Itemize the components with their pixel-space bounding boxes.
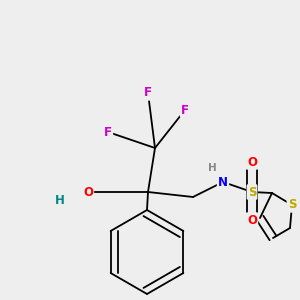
Text: S: S (288, 199, 296, 212)
Text: N: N (218, 176, 228, 188)
Text: O: O (247, 214, 257, 226)
Text: Hʹ: Hʹ (54, 195, 66, 205)
Text: O: O (83, 185, 93, 199)
Text: S: S (248, 185, 256, 199)
Text: F: F (181, 103, 189, 116)
Text: F: F (144, 86, 152, 100)
Text: F: F (104, 125, 112, 139)
Text: O: O (247, 155, 257, 169)
Text: H: H (208, 163, 216, 173)
Text: H: H (55, 194, 65, 206)
